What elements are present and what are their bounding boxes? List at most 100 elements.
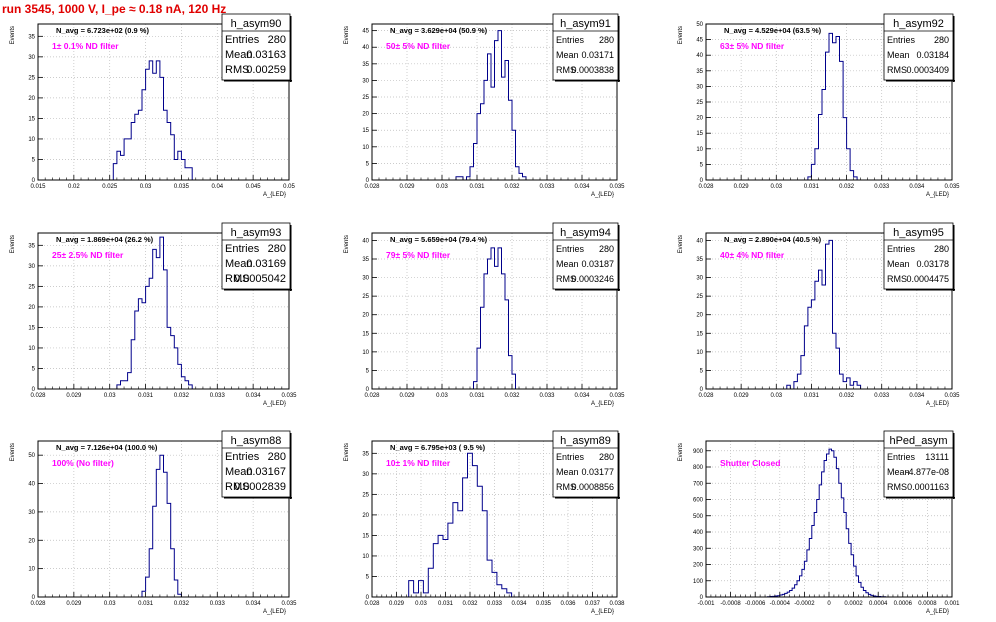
filter-annotation: 79± 5% ND filter <box>386 250 451 260</box>
x-tick-label: 0.035 <box>536 601 552 607</box>
x-tick-label: 0.028 <box>698 393 714 399</box>
y-axis-label: Events <box>344 26 350 44</box>
x-axis-label: A_{LED} <box>926 401 949 407</box>
x-axis-label: A_{LED} <box>591 609 614 615</box>
x-tick-label: 0.032 <box>174 601 190 607</box>
y-tick-label: 40 <box>696 238 703 244</box>
stats-key: RMS <box>225 64 249 76</box>
stats-title: h_asym90 <box>231 18 282 30</box>
x-tick-label: 0.04 <box>211 184 223 190</box>
stats-box-shadow <box>618 433 620 499</box>
y-tick-label: 0 <box>700 178 704 184</box>
stats-title: h_asym89 <box>560 435 611 447</box>
y-tick-label: 700 <box>693 481 704 487</box>
y-tick-label: 10 <box>362 554 369 560</box>
x-tick-label: 0.033 <box>874 393 890 399</box>
x-tick-label: -0.0008 <box>720 601 741 607</box>
stats-value: 0.03187 <box>581 259 614 269</box>
x-tick-label: 0.036 <box>560 601 576 607</box>
plot-frame <box>37 440 290 598</box>
y-tick-label: 0 <box>700 387 704 393</box>
x-tick-label: 0.029 <box>399 393 415 399</box>
histogram-bars <box>767 448 891 598</box>
stats-box-shadow <box>555 497 620 499</box>
x-tick-label: 0.035 <box>944 393 960 399</box>
y-tick-label: 35 <box>362 62 369 68</box>
y-tick-label: 0 <box>32 178 36 184</box>
stats-box <box>552 13 619 81</box>
histogram-panel: 0.028 0.029 0.03 0.031 0.032 0.033 0.034 0.035 0… <box>10 222 297 407</box>
y-tick-label: 5 <box>366 161 370 167</box>
y-axis-label: Events <box>10 26 16 44</box>
x-tick-label: 0.05 <box>283 184 295 190</box>
x-tick-label: 0.037 <box>585 601 601 607</box>
y-tick-label: 100 <box>693 579 704 585</box>
x-tick-label: 0.034 <box>909 393 925 399</box>
stats-value: 280 <box>934 35 949 45</box>
stats-box-shadow <box>224 497 292 499</box>
y-tick-label: 5 <box>700 368 704 374</box>
stats-box-shadow <box>618 16 620 82</box>
x-tick-label: 0.025 <box>102 184 118 190</box>
y-tick-label: 25 <box>696 100 703 106</box>
y-tick-label: 25 <box>696 294 703 300</box>
y-tick-label: 25 <box>28 75 35 81</box>
stats-box <box>883 13 954 81</box>
y-tick-label: 35 <box>28 34 35 40</box>
stats-title: h_asym94 <box>560 227 611 239</box>
stats-key: RMS <box>556 65 576 75</box>
y-tick-label: 30 <box>28 264 35 270</box>
x-axis-label: A_{LED} <box>926 609 949 615</box>
x-tick-label: 0.035 <box>609 184 625 190</box>
y-tick-label: 5 <box>366 574 370 580</box>
stats-key: Mean <box>887 259 910 269</box>
y-tick-label: 25 <box>362 492 369 498</box>
x-tick-label: 0.0006 <box>894 601 913 607</box>
filter-annotation: 25± 2.5% ND filter <box>52 250 124 260</box>
y-axis-label: Events <box>344 443 350 461</box>
x-tick-label: 0.035 <box>944 184 960 190</box>
y-tick-label: 10 <box>696 350 703 356</box>
y-tick-label: 10 <box>28 137 35 143</box>
y-tick-label: 10 <box>28 346 35 352</box>
y-tick-label: 15 <box>28 116 35 122</box>
stats-value: 280 <box>599 244 614 254</box>
stats-value: 13111 <box>925 452 949 462</box>
filter-annotation: 63± 5% ND filter <box>720 41 785 51</box>
x-tick-label: 0.032 <box>504 393 520 399</box>
filter-annotation: 50± 5% ND filter <box>386 41 451 51</box>
histogram-bars <box>455 30 530 181</box>
stats-value: 0.0001163 <box>907 482 949 492</box>
x-tick-label: 0.0002 <box>844 601 863 607</box>
stats-key: Mean <box>225 258 253 270</box>
stats-value: 280 <box>934 244 949 254</box>
y-tick-label: 5 <box>366 368 370 374</box>
stats-key: RMS <box>887 482 907 492</box>
y-tick-label: 40 <box>28 482 35 488</box>
stats-box-shadow <box>953 433 955 499</box>
stats-box <box>552 222 619 290</box>
y-tick-label: 10 <box>362 145 369 151</box>
histogram-bars <box>408 452 517 598</box>
histogram-panel: 0.015 0.02 0.025 0.03 0.035 0.04 0.045 0.05 0 5 10… <box>10 13 295 198</box>
stats-value: 0.03171 <box>581 50 614 60</box>
y-tick-label: 15 <box>696 131 703 137</box>
x-tick-label: 0.045 <box>246 184 262 190</box>
stats-key: Entries <box>556 244 585 254</box>
histogram-bars <box>807 32 861 181</box>
stats-key: Entries <box>887 452 916 462</box>
x-tick-label: 0.02 <box>68 184 80 190</box>
stats-box-shadow <box>953 225 955 291</box>
histogram-bars <box>786 239 865 390</box>
x-tick-label: 0.015 <box>30 184 46 190</box>
stats-value: 0.0003838 <box>571 65 614 75</box>
navg-label: N_avg = 1.869e+04 (26.2 %) <box>56 235 154 244</box>
y-tick-label: 20 <box>362 112 369 118</box>
stats-value: 280 <box>599 35 614 45</box>
plot-frame <box>371 23 618 181</box>
x-tick-label: 0.031 <box>804 393 820 399</box>
x-tick-label: 0.034 <box>574 184 590 190</box>
stats-title: h_asym93 <box>231 227 282 239</box>
filter-annotation: 40± 4% ND filter <box>720 250 785 260</box>
navg-label: N_avg = 6.723e+02 (0.9 %) <box>56 26 149 35</box>
